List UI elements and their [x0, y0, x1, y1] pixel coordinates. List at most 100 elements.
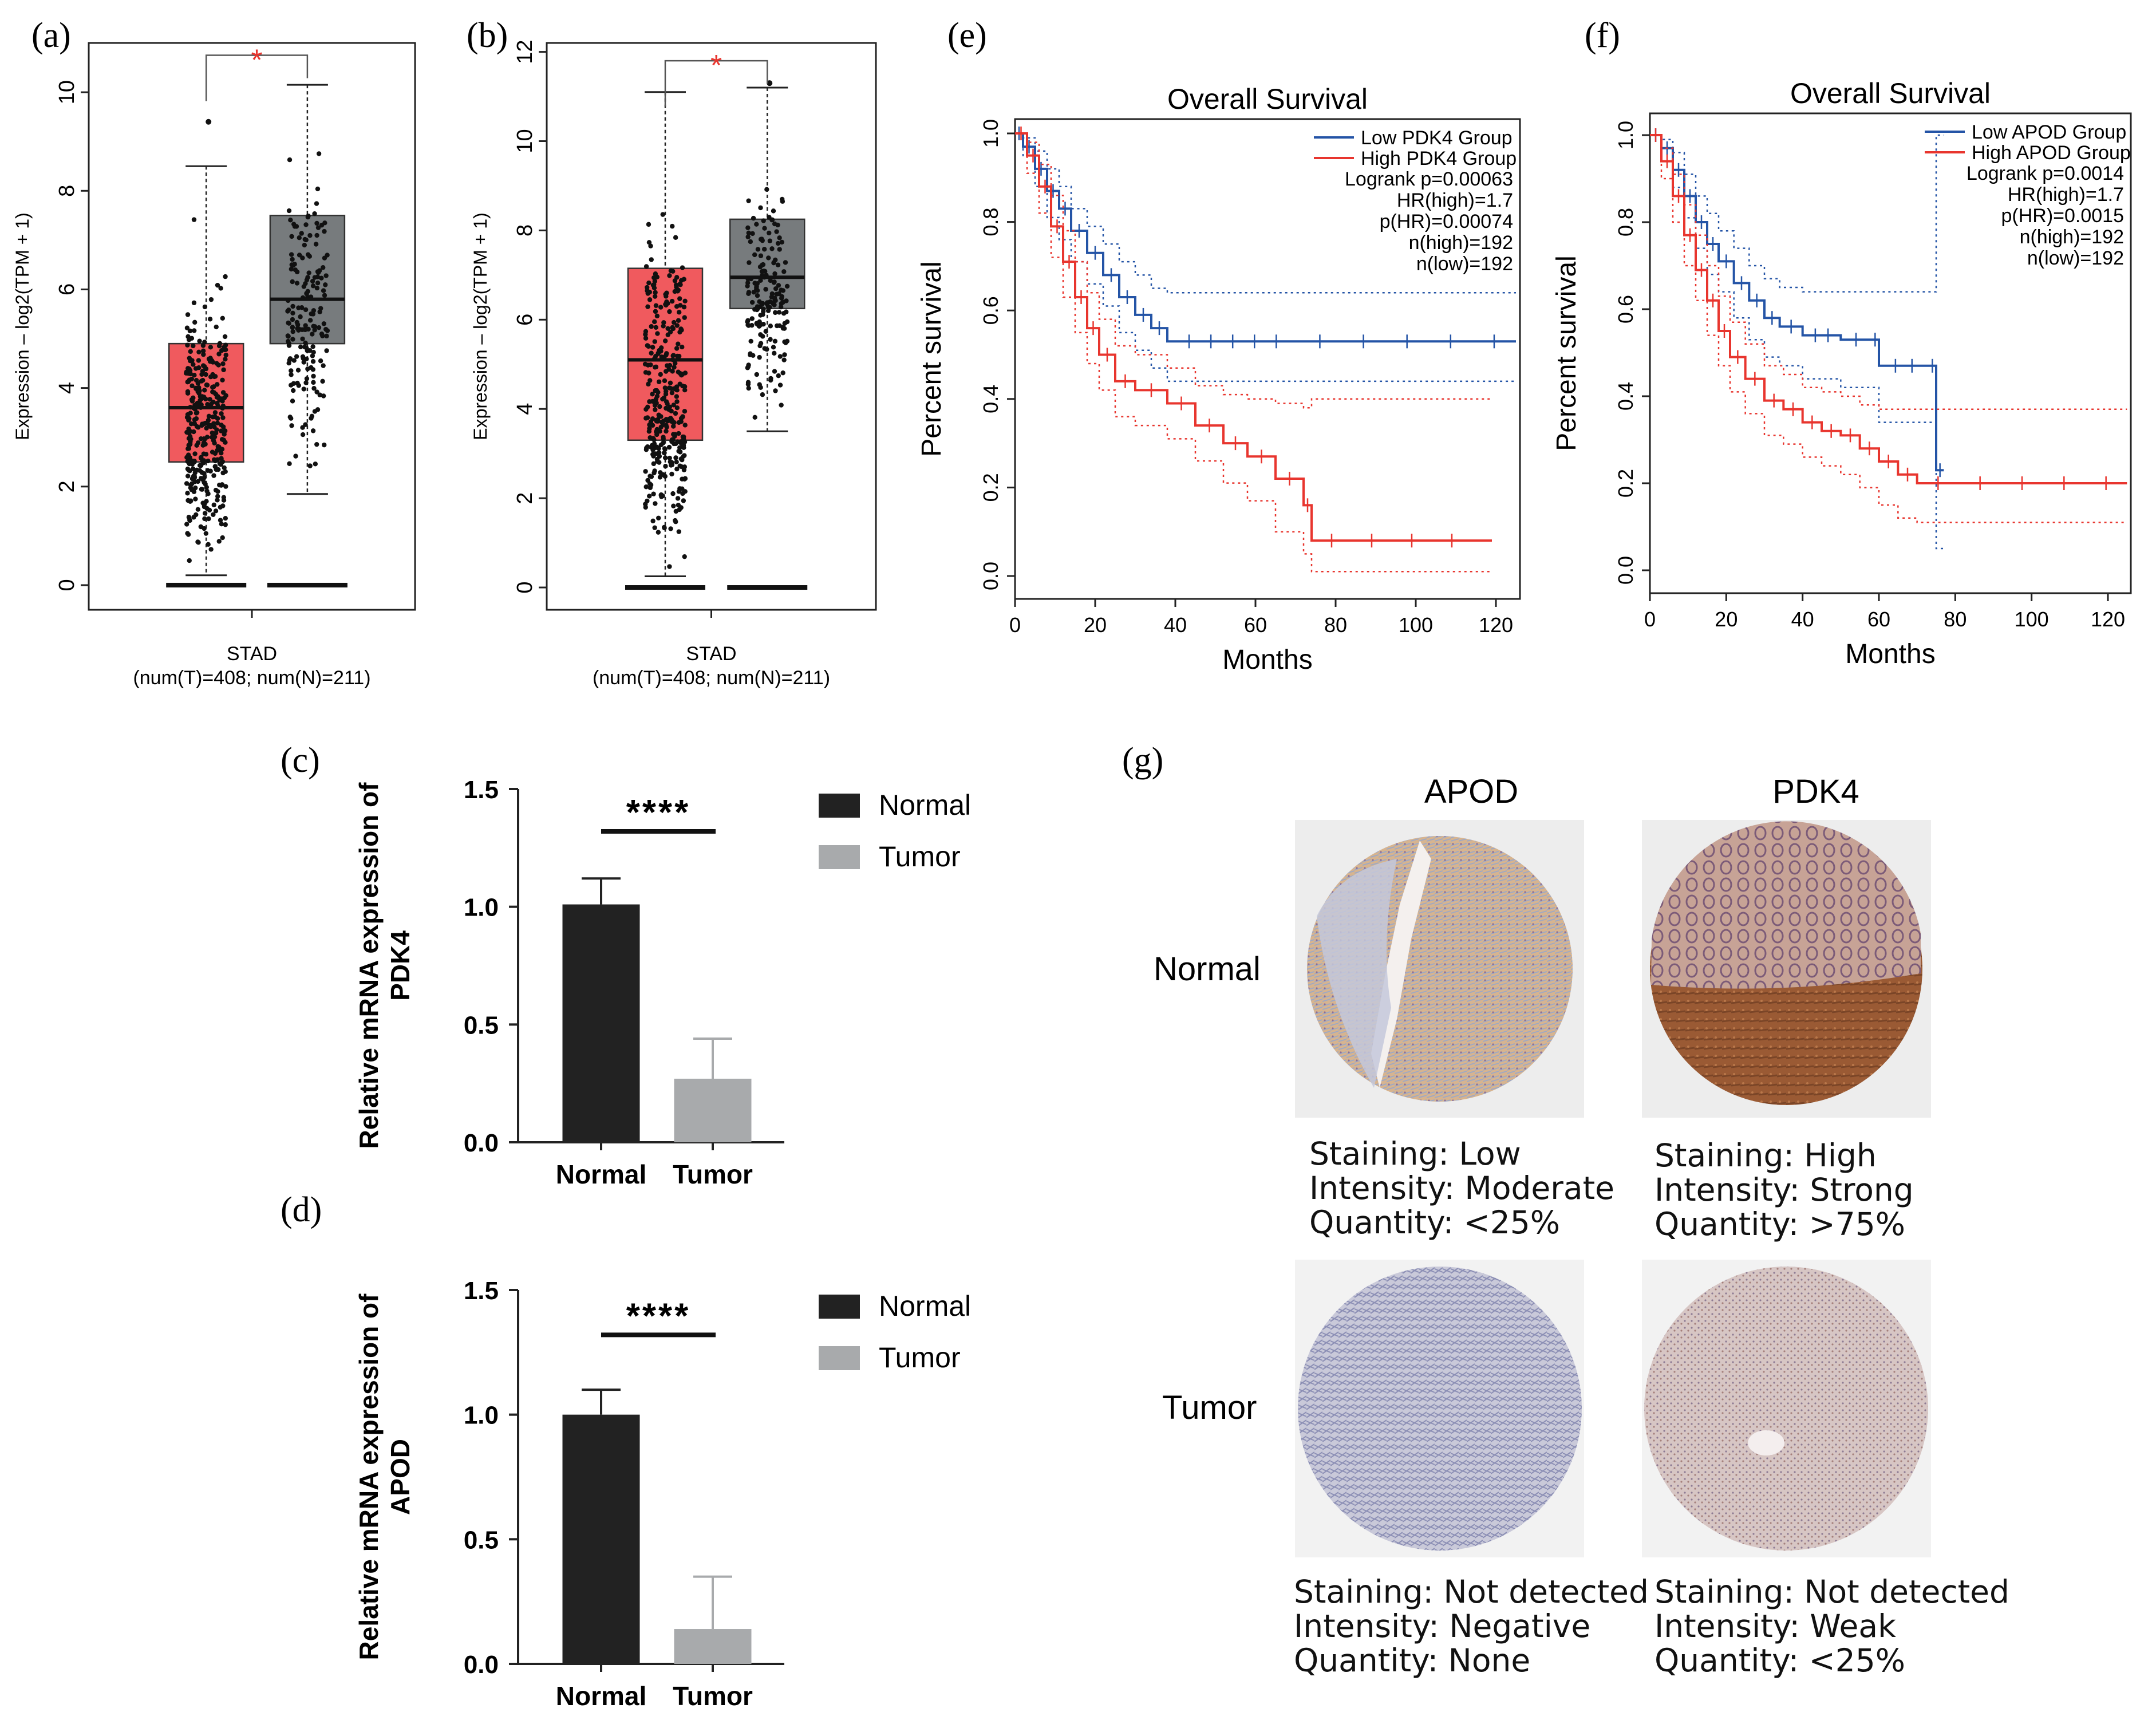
data-point: [211, 390, 217, 395]
data-point: [206, 491, 211, 496]
series-high-apod-group: [1650, 128, 2127, 523]
data-point: [676, 341, 681, 346]
data-point: [207, 317, 213, 322]
data-point: [215, 400, 220, 406]
outlier-point: [206, 119, 212, 125]
data-point: [219, 451, 224, 456]
data-point: [668, 329, 673, 335]
data-point: [752, 252, 757, 258]
data-point: [662, 446, 668, 451]
data-point: [653, 451, 658, 456]
panel-label-a: (a): [31, 16, 71, 55]
data-point: [214, 324, 219, 330]
data-point: [188, 411, 193, 416]
data-point: [768, 337, 773, 342]
data-point: [755, 281, 760, 286]
data-point: [772, 310, 778, 315]
stats-line-1: HR(high)=1.7: [1397, 190, 1513, 211]
data-point: [773, 286, 779, 291]
data-point: [297, 235, 302, 240]
data-point: [186, 467, 191, 473]
data-point: [187, 416, 192, 421]
data-point: [745, 319, 750, 325]
data-point: [189, 376, 195, 382]
data-point: [296, 383, 301, 388]
data-point: [310, 278, 315, 284]
data-point: [773, 388, 778, 393]
data-point: [665, 401, 670, 407]
data-point: [758, 236, 764, 242]
significance-star: *: [251, 44, 262, 77]
data-point: [204, 484, 210, 490]
data-point: [303, 222, 309, 227]
ci-upper: [1650, 134, 2127, 411]
data-point: [674, 275, 680, 280]
data-point: [680, 384, 685, 389]
data-point: [195, 440, 201, 445]
significance-stars: ****: [626, 1296, 691, 1336]
data-point: [189, 399, 195, 404]
data-point: [306, 326, 311, 332]
data-point: [662, 338, 668, 344]
data-point: [653, 501, 658, 506]
caption-pdk4-tumor-intensity: Intensity: Weak: [1654, 1608, 1896, 1644]
data-point: [654, 274, 660, 280]
data-point: [772, 221, 777, 227]
data-point: [672, 365, 677, 370]
data-point: [286, 338, 291, 344]
data-point: [643, 332, 648, 337]
data-point: [676, 529, 682, 534]
data-point: [304, 277, 310, 283]
data-point: [215, 382, 220, 387]
data-point: [291, 381, 296, 386]
data-point: [223, 522, 228, 527]
stats-line-1: HR(high)=1.7: [2008, 184, 2124, 206]
data-point: [655, 331, 660, 336]
data-point: [215, 494, 220, 499]
data-point: [653, 429, 659, 435]
data-point: [208, 468, 213, 474]
data-point: [668, 526, 673, 531]
y-tick-label: 8: [55, 185, 79, 197]
x-axis-sublabel: (num(T)=408; num(N)=211): [133, 667, 370, 689]
data-point: [676, 369, 681, 374]
data-point: [672, 433, 677, 439]
data-point: [202, 440, 207, 446]
data-point: [645, 304, 650, 309]
data-point: [755, 322, 760, 327]
data-point: [200, 363, 206, 368]
box-tumor: [625, 91, 705, 590]
data-point: [681, 305, 687, 310]
data-point: [290, 279, 295, 285]
data-point: [191, 489, 197, 495]
data-point: [290, 257, 295, 262]
box-plot-b: 0 2 4 6 8 10 12 Expression – log2(TPM + 1) STAD(…: [470, 40, 877, 689]
survival-curve: [1015, 132, 1516, 343]
data-point: [187, 558, 192, 563]
histology-region-apod-normal: [1317, 859, 1397, 1088]
data-point: [217, 482, 222, 488]
data-point: [672, 361, 678, 366]
data-point: [680, 344, 685, 350]
caption-pdk4-normal-intensity: Intensity: Strong: [1654, 1171, 1914, 1208]
data-point: [765, 308, 771, 313]
legend-label-1: High PDK4 Group: [1361, 148, 1517, 169]
data-point: [784, 319, 790, 325]
data-point: [661, 436, 666, 441]
data-point: [660, 212, 665, 217]
data-point: [780, 370, 785, 376]
data-point: [646, 381, 651, 387]
data-point: [311, 380, 316, 385]
data-point: [649, 324, 654, 329]
data-point: [670, 325, 675, 330]
significance-star: *: [710, 49, 722, 82]
data-point: [783, 260, 788, 265]
data-point: [211, 502, 216, 508]
data-point: [188, 358, 193, 364]
stats-line-4: n(low)=192: [1416, 253, 1513, 275]
data-point: [768, 278, 773, 283]
y-tick-label: 4: [55, 382, 79, 394]
data-point: [749, 316, 755, 321]
bar-chart-d: 0.0 0.5 1.0 1.5 Relative mRNA expression of A…: [354, 1277, 971, 1711]
data-point: [678, 505, 684, 510]
